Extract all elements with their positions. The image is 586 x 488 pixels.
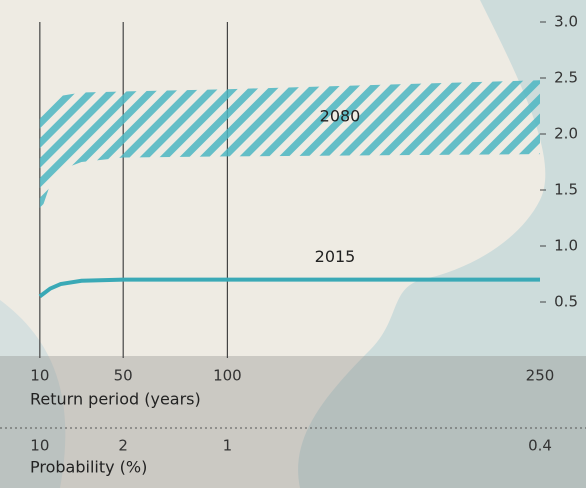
x2-tick-label: 2 xyxy=(118,437,128,455)
series-label: 2015 xyxy=(315,247,356,266)
line xyxy=(38,277,540,298)
x-axis-label: Return period (years) xyxy=(30,390,201,409)
x2-axis-label: Probability (%) xyxy=(30,458,147,477)
y-tick-label: 0.5 xyxy=(554,293,578,311)
band xyxy=(39,80,541,215)
x2-tick-label: 1 xyxy=(223,437,233,455)
x2-tick-label: 10 xyxy=(30,437,49,455)
y-tick-label: 1.0 xyxy=(554,237,578,255)
x2-tick-label: 0.4 xyxy=(528,437,552,455)
axis-panel xyxy=(0,356,586,488)
y-tick-label: 2.0 xyxy=(554,125,578,143)
x-tick-label: 100 xyxy=(213,367,242,385)
y-tick-label: 2.5 xyxy=(554,69,578,87)
sea-left xyxy=(0,300,66,488)
y-tick-label: 1.5 xyxy=(554,181,578,199)
x-tick-label: 250 xyxy=(526,367,555,385)
y-tick-label: 3.0 xyxy=(554,13,578,31)
sea xyxy=(298,0,586,488)
x-tick-label: 10 xyxy=(30,367,49,385)
x-tick-label: 50 xyxy=(114,367,133,385)
series-label: 2080 xyxy=(320,107,361,126)
